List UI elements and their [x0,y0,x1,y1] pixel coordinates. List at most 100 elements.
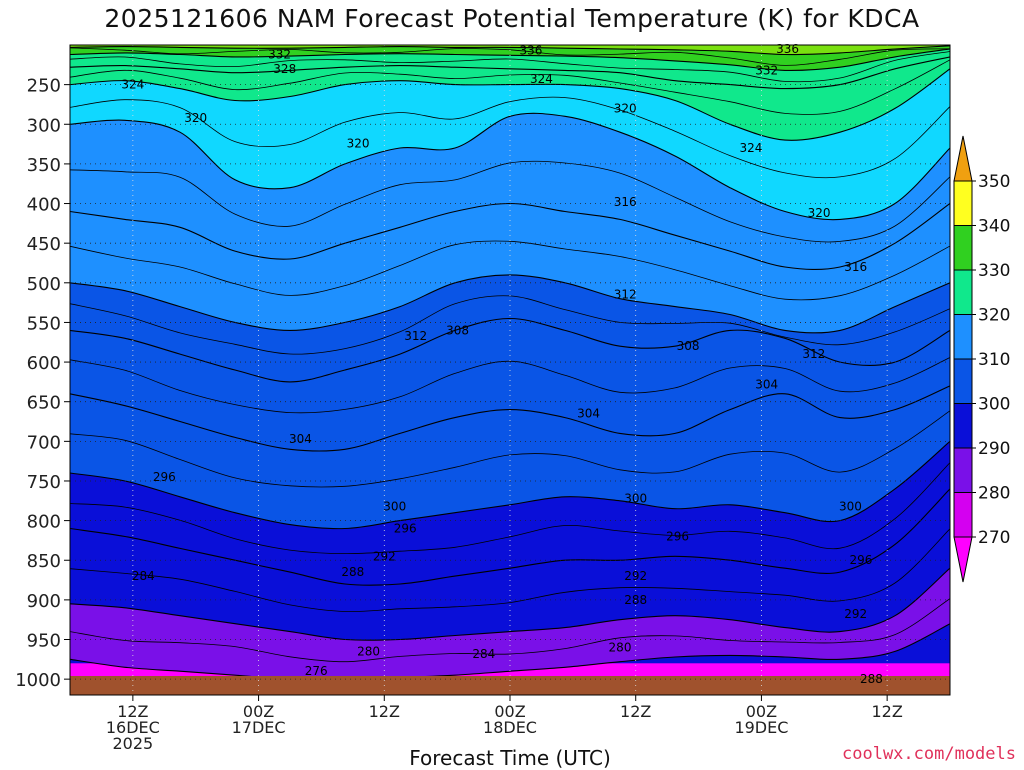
contour-label: 296 [153,470,176,484]
colorbar-label: 320 [978,306,1010,326]
y-tick-label: 1000 [15,670,61,691]
contour-label: 324 [739,141,762,155]
contour-label: 300 [839,499,862,513]
contour-288 [70,623,950,681]
y-tick-label: 350 [27,155,61,176]
site-credit: coolwx.com/models [842,744,1016,764]
contour-label: 296 [666,529,689,543]
contour-label: 300 [383,499,406,513]
contour-label: 320 [347,136,370,150]
contour-label: 276 [305,664,328,678]
contour-label: 320 [614,101,637,115]
contour-intermediate [70,47,950,66]
chart-title: 2025121606 NAM Forecast Potential Temper… [104,4,920,33]
x-axis-label: Forecast Time (UTC) [409,746,611,770]
contour-label: 336 [776,42,799,56]
contour-label: 304 [755,377,778,391]
contour-intermediate [70,51,950,83]
x-tick-label: 19DEC [734,718,788,737]
colorbar-segment [953,314,973,360]
contour-intermediate [70,598,950,663]
contour-300 [70,440,950,530]
y-tick-label: 700 [27,432,61,453]
colorbar-label: 310 [978,350,1010,370]
contour-312 [70,274,950,334]
contour-label: 332 [268,48,291,62]
y-tick-label: 450 [27,234,61,255]
contour-label: 292 [844,607,867,621]
y-tick-label: 950 [27,631,61,652]
contour-intermediate [70,462,950,555]
contour-label: 308 [677,339,700,353]
contour-label: 324 [530,72,553,86]
contour-intermediate [70,357,950,414]
contour-label: 312 [802,347,825,361]
contour-label: 280 [357,644,380,658]
y-tick-label: 750 [27,472,61,493]
y-tick-label: 600 [27,353,61,374]
contour-label: 292 [624,569,647,583]
x-tick-label: 16DEC [106,718,160,737]
colorbar-segment [953,225,973,271]
y-tick-label: 300 [27,115,61,136]
y-tick-label: 250 [27,76,61,97]
contour-label: 284 [472,647,495,661]
contour-label: 288 [341,565,364,579]
x-tick-label: 00Z [746,702,777,721]
contour-intermediate [70,96,950,179]
color-fill-bands [70,45,950,695]
x-tick-label: 12Z [369,702,400,721]
colorbar-bottom-arrow [953,536,973,583]
colorbar-top-arrow [953,135,973,182]
contour-304 [70,385,950,452]
contour-label: 316 [614,195,637,209]
colorbar-segment [953,358,973,404]
contour-label: 320 [808,206,831,220]
x-tick-label: 2025 [112,734,153,753]
y-axis: 250 300 350 400 450 500 550 600 650 700 750 800 850 9… [15,76,70,691]
contour-328 [70,56,950,90]
x-tick-label: 00Z [494,702,525,721]
contour-label: 280 [609,640,632,654]
y-tick-label: 900 [27,591,61,612]
x-tick-label: 18DEC [483,718,537,737]
colorbar-label: 290 [978,439,1010,459]
contour-308 [70,317,950,383]
contour-label: 336 [519,44,542,58]
contour-296 [70,488,950,586]
contour-label: 324 [121,78,144,92]
y-tick-label: 850 [27,551,61,572]
contour-label: 316 [844,260,867,274]
colorbar-label: 330 [978,261,1010,281]
colorbar-segment [953,180,973,226]
colorbar-label: 350 [978,172,1010,192]
contour-label: 320 [184,111,207,125]
contour-336 [70,45,950,56]
contour-label: 304 [289,432,312,446]
contour-320 [70,112,950,221]
contour-label: 308 [446,323,469,337]
contour-label: 304 [577,407,600,421]
contour-label: 296 [849,553,872,567]
contour-label: 296 [394,522,417,536]
contour-label: 288 [860,672,883,686]
contour-label: 284 [132,569,155,583]
contour-intermediate [70,528,950,613]
colorbar-segment [953,492,973,538]
contour-292 [70,567,950,641]
y-tick-label: 800 [27,512,61,533]
contour-label: 312 [404,329,427,343]
colorbar-label: 340 [978,217,1010,237]
x-tick-label: 12Z [620,702,651,721]
y-tick-label: 550 [27,313,61,334]
band-336 [70,45,950,55]
gridlines [70,45,950,695]
y-tick-label: 650 [27,393,61,414]
colorbar-label: 300 [978,395,1010,415]
colorbar-segment [953,447,973,493]
isentrope-contours [70,45,950,681]
contour-label: 312 [614,288,637,302]
